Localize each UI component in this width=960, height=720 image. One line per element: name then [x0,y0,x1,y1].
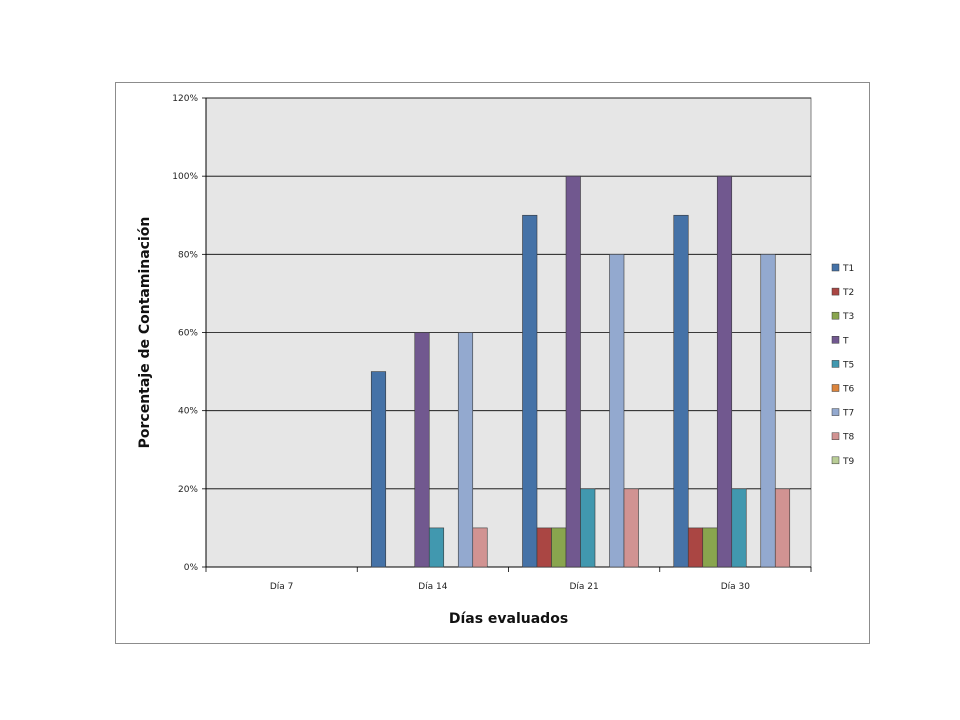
bar-t8-3 [774,488,791,568]
legend-label-t2: T2 [842,288,854,298]
bar-t5-2 [580,488,596,568]
y-tick-label: 120% [172,94,198,104]
bar-t1-3 [673,214,689,568]
legend-label-t6: T6 [842,385,854,395]
bar-chart: 0% 20% 40% 60% 80% 100% 120% Día 7 Día 14 Día 21 D… [137,94,854,627]
y-tick-label: 40% [178,407,198,417]
legend-swatch-t2 [831,287,840,296]
x-tick-label: Día 7 [270,582,294,592]
legend-swatch-t8 [831,432,840,440]
x-tick-label: Día 21 [569,582,598,592]
bar-t2-2 [536,527,552,568]
x-tick-label: Día 14 [418,582,448,592]
legend-swatch-t9 [831,456,840,465]
bar-t-1 [414,332,430,568]
bar-t3-2 [551,527,567,568]
y-tick-label: 60% [178,329,198,339]
legend-swatch-t [831,336,840,344]
legend-swatch-t3 [831,311,840,320]
x-tick-label: Día 30 [721,582,751,592]
bar-t8-1 [472,527,488,568]
bar-t3-3 [702,527,718,568]
legend-label-t5: T5 [842,360,854,370]
legend-swatch-t6 [831,384,840,392]
x-axis-title: Días evaluados [449,611,568,627]
bar-t7-2 [609,254,625,568]
legend-label-t9: T9 [842,457,854,467]
legend-label-t7: T7 [842,409,854,419]
legend-label-t3: T3 [842,312,854,322]
chart-frame: 0% 20% 40% 60% 80% 100% 120% Día 7 Día 14 Día 21 D… [115,82,870,644]
y-axis-title: Porcentaje de Contaminación [137,217,153,449]
legend-swatch-t7 [831,408,840,416]
bar-t7-1 [457,332,474,568]
y-tick-label: 80% [178,250,198,260]
bar-t8-2 [623,488,639,568]
bar-t-2 [565,175,581,568]
bar-t7-3 [760,254,776,568]
legend-label-t1: T1 [842,264,854,274]
legend-label-t8: T8 [842,433,854,443]
y-tick-label: 0% [184,563,199,573]
bar-t5-1 [428,527,445,568]
legend-swatch-t1 [831,263,840,272]
y-tick-label: 20% [178,485,198,495]
y-tick-label: 100% [172,172,198,182]
legend-label-t: T [842,336,849,346]
bar-t2-3 [687,527,704,568]
bar-t-3 [716,175,733,568]
bar-t5-3 [731,488,747,568]
bar-t1-1 [370,371,387,568]
bar-t1-2 [522,214,538,568]
legend-swatch-t5 [831,360,840,368]
